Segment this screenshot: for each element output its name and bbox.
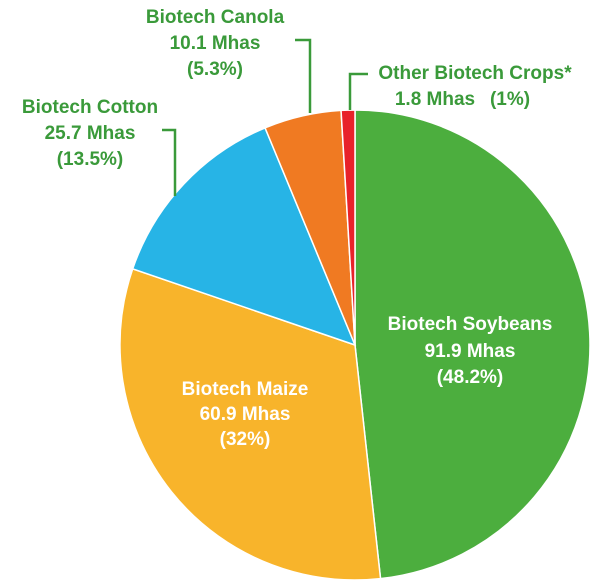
slice-value-label: 10.1 Mhas <box>170 33 261 54</box>
pie-slice <box>131 126 357 347</box>
slice-name: Other Biotech Crops* <box>378 63 572 84</box>
slice-percent-label: (5.3%) <box>187 59 243 80</box>
slice-value-label: 60.9 Mhas <box>200 404 291 425</box>
leader-line <box>348 72 368 110</box>
pie-slice <box>354 109 591 580</box>
slice-name: Biotech Soybeans <box>388 314 553 335</box>
leader-line <box>295 38 312 113</box>
leader-line <box>162 128 177 196</box>
pie-slice <box>340 109 356 346</box>
slice-percent-label: (32%) <box>220 429 271 450</box>
slice-value-label: 91.9 Mhas <box>425 341 516 362</box>
slice-percent-label: (48.2%) <box>437 367 504 388</box>
slice-percent-label: (13.5%) <box>57 149 124 170</box>
pie-slice <box>119 267 382 580</box>
slice-name: Biotech Cotton <box>22 97 158 118</box>
slice-value-label: 1.8 Mhas <box>395 89 475 110</box>
slice-name: Biotech Maize <box>182 379 309 400</box>
slice-name: Biotech Canola <box>146 7 285 28</box>
slice-percent-label: (1%) <box>490 89 530 110</box>
slice-value-label: 25.7 Mhas <box>45 123 136 144</box>
